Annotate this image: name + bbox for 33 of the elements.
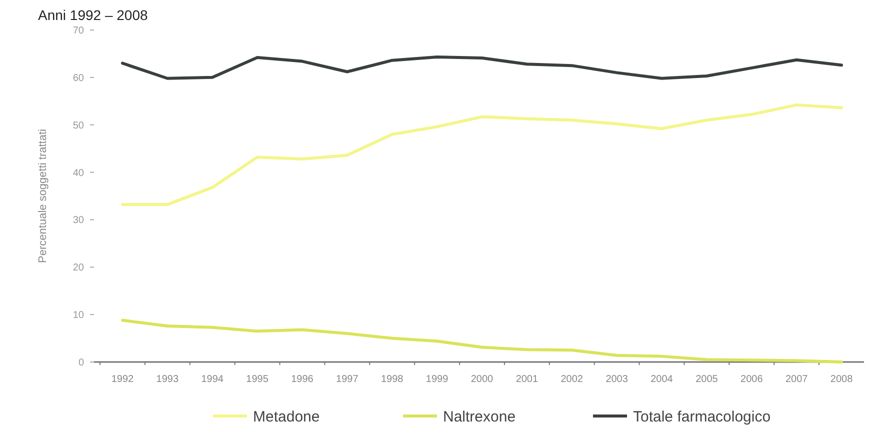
line-series [120, 318, 844, 364]
y-axis-title: Percentuale soggetti trattati [37, 129, 49, 263]
x-tick-label: 1997 [336, 374, 359, 385]
x-tick-label: 1994 [201, 374, 224, 385]
line-series [120, 56, 844, 80]
x-tick-label: 1992 [111, 374, 134, 385]
x-tick-label: 2003 [606, 374, 628, 385]
x-tick-label: 1999 [426, 374, 449, 385]
chart-title: Anni 1992 – 2008 [38, 7, 148, 23]
y-tick-label: 20 [72, 262, 84, 274]
y-tick-label: 50 [72, 120, 84, 132]
x-tick-label: 2005 [696, 374, 718, 385]
legend-label: Totale farmacologico [633, 408, 771, 426]
x-tick-label: 2008 [830, 374, 854, 385]
y-tick-label: 40 [72, 168, 84, 179]
y-tick-label: 60 [72, 72, 84, 84]
x-tick-label: 1996 [291, 374, 314, 385]
line-series [120, 103, 844, 206]
x-tick-label: 2000 [470, 374, 494, 385]
x-tick-label: 1995 [246, 374, 269, 385]
x-tick-label: 2004 [650, 374, 674, 385]
legend-label: Metadone [253, 408, 320, 426]
y-tick-label: 70 [72, 26, 84, 36]
legend-label: Naltrexone [443, 408, 516, 426]
y-tick-label: 10 [72, 310, 84, 322]
y-tick-label: 30 [72, 215, 84, 226]
x-tick-label: 2006 [740, 374, 764, 385]
x-tick-label: 1998 [380, 374, 404, 385]
x-tick-label: 2001 [516, 374, 538, 385]
x-tick-label: 2007 [785, 374, 808, 385]
y-tick-label: 0 [78, 358, 84, 368]
x-tick-label: 2002 [560, 374, 584, 385]
x-tick-label: 1993 [156, 374, 179, 385]
